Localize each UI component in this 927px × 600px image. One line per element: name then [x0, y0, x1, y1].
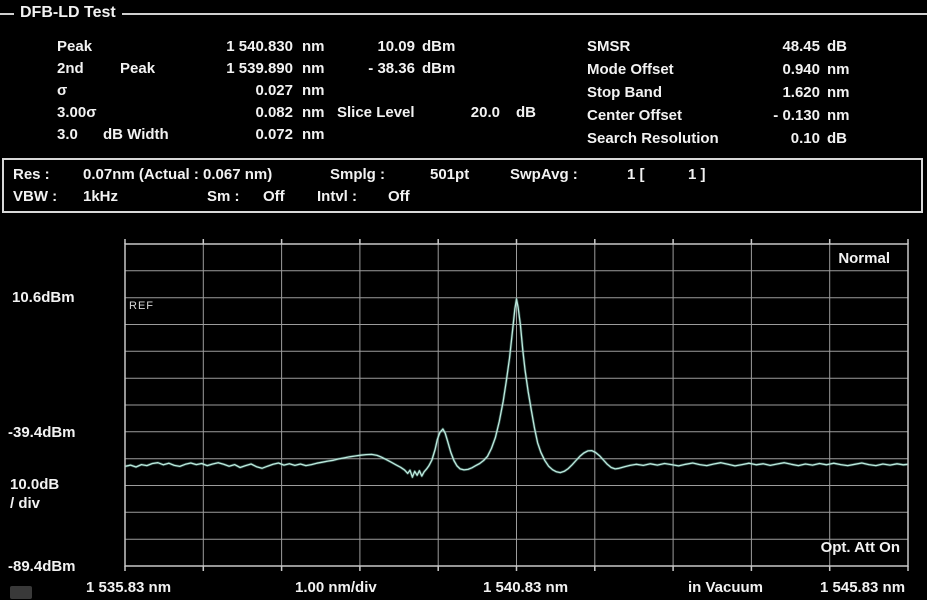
- spectrum-trace-glow: [124, 297, 909, 479]
- second-peak-level-unit: dBm: [422, 60, 456, 77]
- vbw-label: VBW :: [13, 188, 58, 205]
- title-rule: [0, 13, 927, 15]
- second-peak-wavelength-unit: nm: [302, 60, 325, 77]
- smsr-label: SMSR: [587, 38, 631, 55]
- x-axis-div-label: 1.00 nm/div: [295, 579, 377, 596]
- peak-level: 10.09: [377, 38, 415, 55]
- x-axis-start-label: 1 535.83 nm: [86, 579, 172, 596]
- y-axis-scale-label: 10.0dB: [10, 476, 60, 493]
- smplg-value: 501pt: [430, 166, 470, 183]
- sigma-label: σ: [57, 82, 68, 99]
- slice-level-unit: dB: [516, 104, 536, 121]
- second-peak-wavelength: 1 539.890: [226, 60, 293, 77]
- sm-label: Sm :: [207, 188, 240, 205]
- res-value: 0.07nm (Actual : 0.067 nm): [83, 166, 273, 183]
- sigma-unit: nm: [302, 82, 325, 99]
- center-offset-value: - 0.130: [773, 107, 820, 124]
- mode-offset-unit: nm: [827, 61, 850, 78]
- peak-label: Peak: [57, 38, 93, 55]
- mode-offset-label: Mode Offset: [587, 61, 674, 78]
- swpavg-value-bracket: 1 ]: [688, 166, 706, 183]
- search-resolution-value: 0.10: [790, 130, 820, 147]
- second-peak-level: - 38.36: [368, 60, 415, 77]
- sweep-settings-box: Res : 0.07nm (Actual : 0.067 nm) Smplg :…: [2, 158, 923, 213]
- second-peak-label: 2nd: [57, 60, 84, 77]
- center-offset-unit: nm: [827, 107, 850, 124]
- x-axis-medium-label: in Vacuum: [688, 579, 764, 596]
- peak-wavelength-unit: nm: [302, 38, 325, 55]
- db-width-value: 0.072: [255, 126, 293, 143]
- peak-level-unit: dBm: [422, 38, 456, 55]
- search-resolution-label: Search Resolution: [587, 130, 719, 147]
- intvl-value: Off: [388, 188, 410, 205]
- second-peak-label2: Peak: [120, 60, 156, 77]
- slice-level-label: Slice Level: [337, 104, 415, 121]
- intvl-label: Intvl :: [317, 188, 357, 205]
- swpavg-label: SwpAvg :: [510, 166, 578, 183]
- smsr-unit: dB: [827, 38, 847, 55]
- opt-att-annotation: Opt. Att On: [820, 539, 900, 556]
- y-axis-scale-label-div: / div: [10, 495, 41, 512]
- screen-corner-artifact: [10, 586, 32, 599]
- peak-wavelength: 1 540.830: [226, 38, 293, 55]
- sigma-value: 0.027: [255, 82, 293, 99]
- swpavg-value: 1 [: [627, 166, 645, 183]
- three-sigma-value: 0.082: [255, 104, 293, 121]
- db-width-label: 3.0: [57, 126, 78, 143]
- slice-level-value: 20.0: [470, 104, 500, 121]
- y-axis-mid-label: -39.4dBm: [8, 424, 76, 441]
- three-sigma-unit: nm: [302, 104, 325, 121]
- stop-band-value: 1.620: [782, 84, 820, 101]
- page-title: DFB-LD Test: [14, 4, 122, 22]
- stop-band-unit: nm: [827, 84, 850, 101]
- db-width-label2: dB Width: [103, 126, 169, 143]
- smplg-label: Smplg :: [330, 166, 385, 183]
- x-axis-center-label: 1 540.83 nm: [483, 579, 569, 596]
- trace-mode-annotation: Normal: [838, 250, 890, 267]
- ref-level-marker: REF: [129, 300, 154, 312]
- y-axis-ref-level-label: 10.6dBm: [12, 289, 75, 306]
- center-offset-label: Center Offset: [587, 107, 683, 124]
- vbw-value: 1kHz: [83, 188, 119, 205]
- search-resolution-unit: dB: [827, 130, 847, 147]
- plot-border: [124, 243, 909, 567]
- mode-offset-value: 0.940: [782, 61, 820, 78]
- grid-lines: [124, 239, 909, 571]
- y-axis-bottom-label: -89.4dBm: [8, 558, 76, 575]
- sm-value: Off: [263, 188, 285, 205]
- stop-band-label: Stop Band: [587, 84, 662, 101]
- three-sigma-label: 3.00σ: [57, 104, 97, 121]
- db-width-unit: nm: [302, 126, 325, 143]
- x-axis-stop-label: 1 545.83 nm: [820, 579, 906, 596]
- res-label: Res :: [13, 166, 50, 183]
- spectrum-trace: [124, 298, 909, 478]
- smsr-value: 48.45: [782, 38, 820, 55]
